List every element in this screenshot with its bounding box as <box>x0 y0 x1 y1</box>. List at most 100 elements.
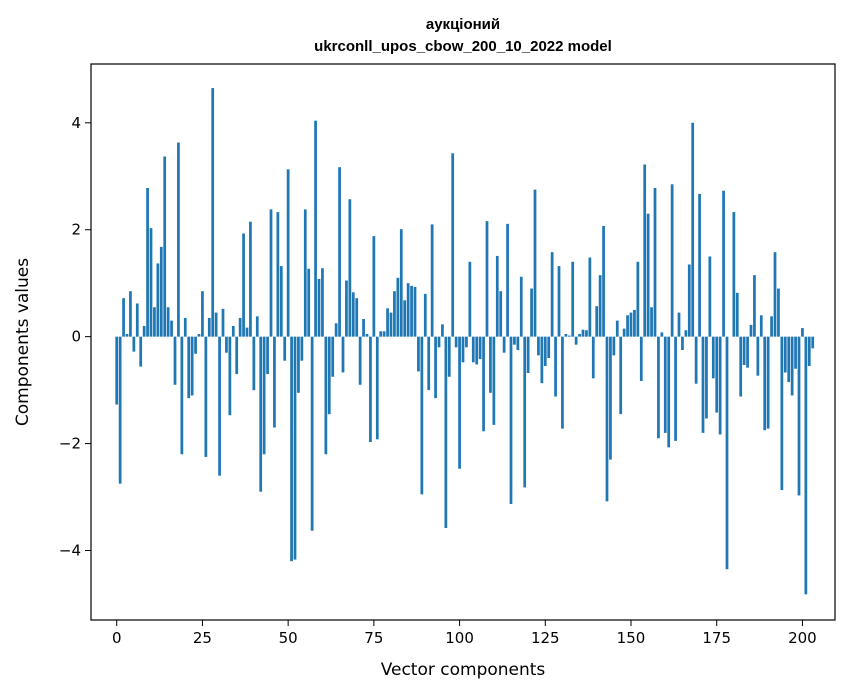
bar-95 <box>441 324 444 337</box>
x-tick-label: 75 <box>364 629 383 647</box>
bar-174 <box>711 336 715 379</box>
y-ticks: −4 −2 0 2 4 <box>59 114 91 560</box>
bar-112 <box>499 291 503 337</box>
bar-170 <box>698 193 701 337</box>
bar-8 <box>142 325 146 337</box>
bar-177 <box>722 190 725 337</box>
bar-45 <box>269 209 273 337</box>
bar-189 <box>763 336 767 431</box>
bar-12 <box>156 263 160 337</box>
bar-185 <box>749 324 753 337</box>
bar-176 <box>718 336 722 435</box>
x-tick-label: 175 <box>702 629 731 647</box>
bar-85 <box>406 283 410 337</box>
bar-110 <box>492 336 496 425</box>
bar-149 <box>626 315 629 337</box>
bar-140 <box>595 306 599 337</box>
bar-144 <box>609 336 612 460</box>
bar-150 <box>629 312 633 337</box>
y-axis-label: Components values <box>13 258 33 426</box>
bar-175 <box>715 336 719 413</box>
bar-33 <box>228 336 232 416</box>
bar-86 <box>410 285 413 337</box>
bar-0 <box>115 336 119 405</box>
bar-87 <box>413 286 417 337</box>
bar-102 <box>465 336 468 348</box>
bar-197 <box>790 336 794 396</box>
bar-141 <box>598 275 602 337</box>
bar-96 <box>444 336 448 529</box>
bar-118 <box>519 276 523 337</box>
bars <box>115 88 815 595</box>
bar-109 <box>489 336 492 393</box>
bar-192 <box>773 252 777 337</box>
bar-2 <box>122 298 125 337</box>
bar-138 <box>588 257 592 337</box>
bar-80 <box>389 312 393 337</box>
bar-89 <box>420 336 424 495</box>
x-tick-label: 25 <box>193 629 212 647</box>
bar-98 <box>451 153 455 337</box>
bar-103 <box>468 261 472 337</box>
bar-199 <box>797 336 801 496</box>
bar-130 <box>561 336 564 429</box>
bar-194 <box>780 336 784 491</box>
bar-99 <box>454 336 458 348</box>
bar-11 <box>153 307 156 337</box>
bar-108 <box>485 221 489 337</box>
bar-156 <box>650 307 653 337</box>
bar-155 <box>646 213 650 337</box>
bar-94 <box>437 336 441 348</box>
bar-135 <box>578 333 581 337</box>
bar-24 <box>197 333 201 337</box>
bar-30 <box>218 336 221 476</box>
bar-50 <box>286 169 290 337</box>
bar-145 <box>612 336 616 356</box>
x-tick-label: 200 <box>788 629 817 647</box>
bar-195 <box>783 336 787 373</box>
bar-200 <box>801 328 804 337</box>
bar-128 <box>554 336 557 397</box>
bar-90 <box>423 293 427 337</box>
bar-21 <box>187 336 191 399</box>
bar-18 <box>177 142 180 337</box>
bar-137 <box>585 330 588 337</box>
bar-166 <box>684 330 688 337</box>
bar-25 <box>201 291 204 337</box>
x-tick-label: 125 <box>531 629 560 647</box>
bar-142 <box>602 225 605 337</box>
bar-1 <box>118 336 122 484</box>
bar-196 <box>787 336 791 383</box>
bar-93 <box>434 336 437 399</box>
bar-132 <box>567 335 571 337</box>
bar-114 <box>506 223 509 337</box>
bar-201 <box>804 336 808 595</box>
y-tick-label: 2 <box>71 221 81 239</box>
x-tick-label: 100 <box>445 629 474 647</box>
x-tick-label: 50 <box>279 629 298 647</box>
bar-36 <box>238 317 242 337</box>
x-tick-label: 0 <box>112 629 122 647</box>
bar-20 <box>183 317 187 337</box>
bar-119 <box>523 336 527 488</box>
bar-120 <box>526 336 530 373</box>
bar-75 <box>372 236 376 337</box>
bar-15 <box>166 307 170 337</box>
bar-57 <box>310 336 314 531</box>
bar-122 <box>533 189 537 337</box>
bar-146 <box>615 320 619 337</box>
bar-77 <box>379 331 383 337</box>
bar-111 <box>495 255 499 337</box>
bar-125 <box>543 336 547 367</box>
bar-91 <box>427 336 431 391</box>
bar-53 <box>297 336 300 393</box>
bar-162 <box>670 184 674 337</box>
bar-83 <box>399 229 403 337</box>
bar-113 <box>502 336 506 353</box>
bar-183 <box>742 336 746 365</box>
bar-131 <box>564 333 568 337</box>
bar-78 <box>382 331 386 337</box>
bar-67 <box>345 280 348 337</box>
bar-70 <box>355 298 359 337</box>
